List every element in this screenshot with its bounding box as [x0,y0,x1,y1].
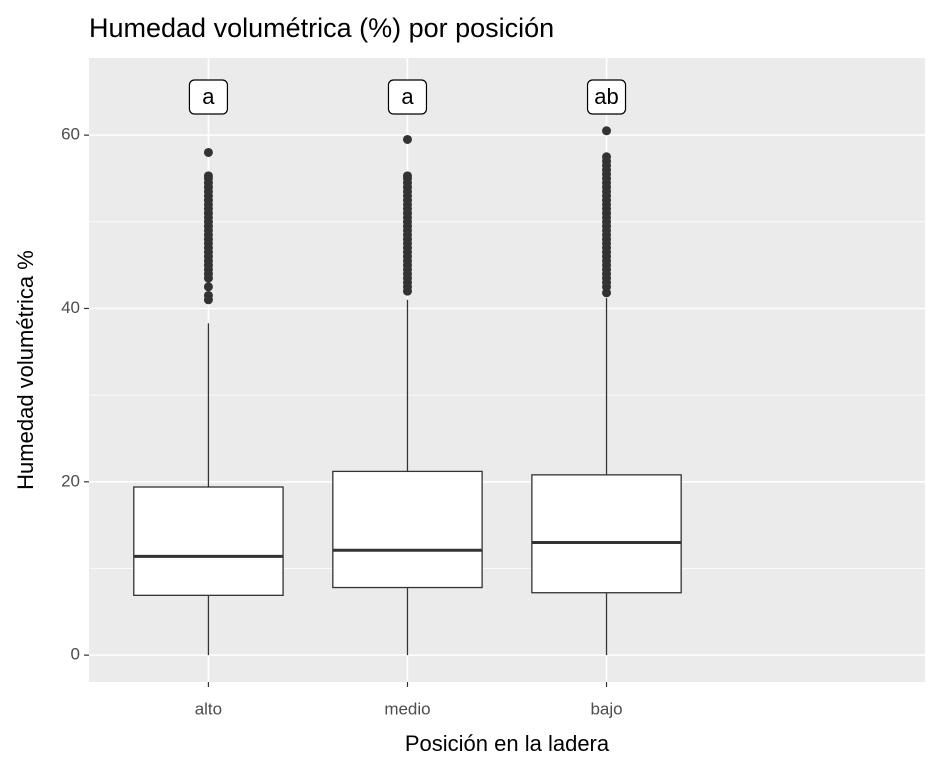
x-axis-title: Posición en la ladera [405,731,610,756]
x-tick-label: alto [195,699,222,718]
y-tick-label: 40 [61,298,80,317]
y-tick-label: 0 [71,645,80,664]
box [332,470,483,589]
outlier [602,126,612,136]
x-tick-label: bajo [590,699,622,718]
letter-box [387,79,428,115]
outlier [602,152,612,162]
y-axis-title: Humedad volumétrica % [13,250,38,490]
y-tick-label: 60 [61,125,80,144]
outlier [402,134,412,144]
group-letter: a [202,84,215,109]
group-letter: ab [594,84,618,109]
outlier [203,171,213,181]
x-tick-label: medio [384,699,430,718]
outlier [203,147,213,157]
letter-box [188,79,229,115]
box [133,486,284,596]
group-letter: a [401,84,414,109]
letter-box [586,79,627,115]
outlier [203,290,213,300]
chart-title: Humedad volumétrica (%) por posición [89,13,554,43]
y-tick-label: 20 [61,471,80,490]
outlier [402,171,412,181]
outlier [203,282,213,292]
box [531,474,682,594]
